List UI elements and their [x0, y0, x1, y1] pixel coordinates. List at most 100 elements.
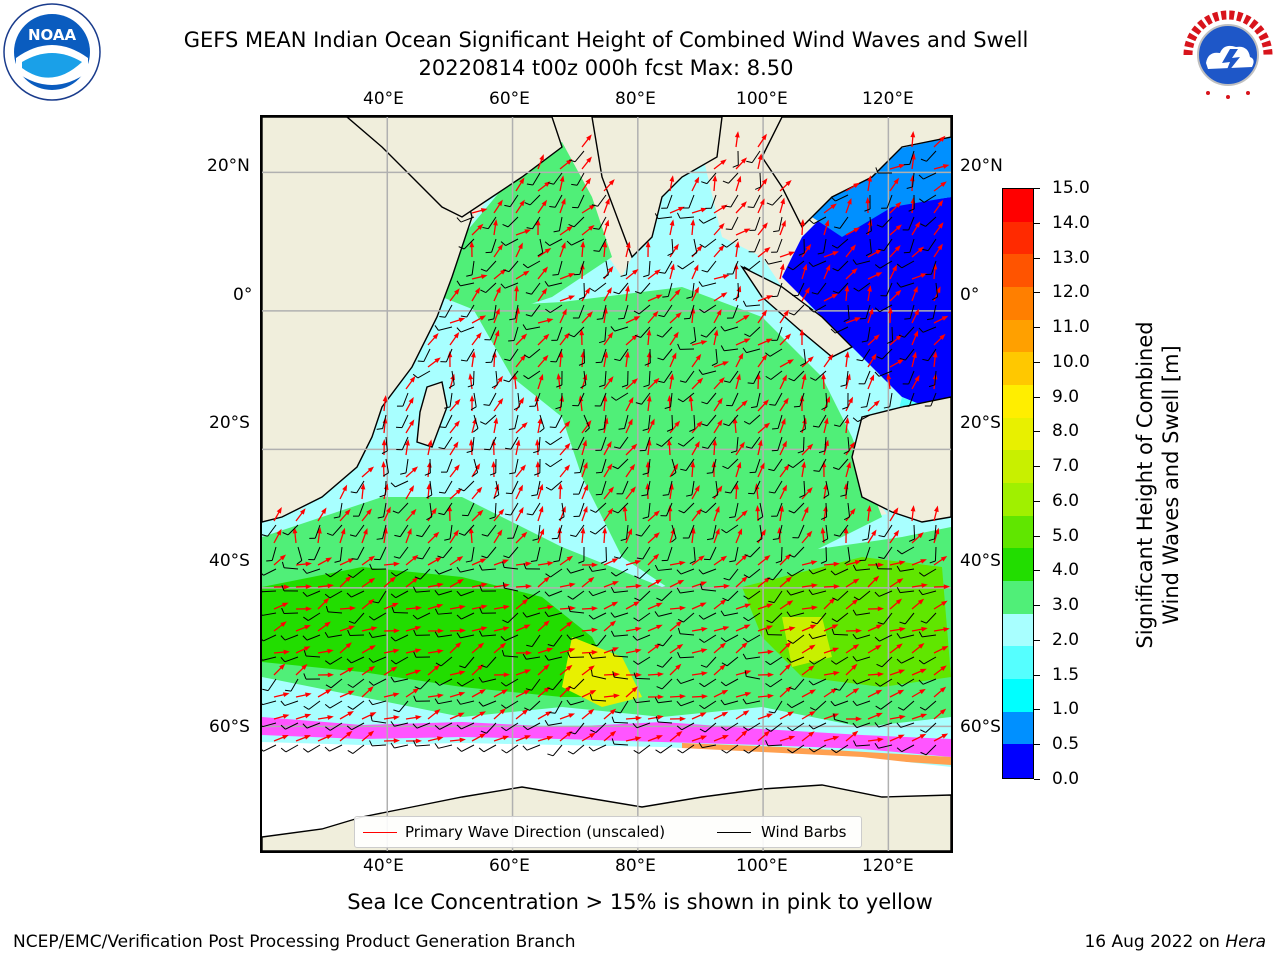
wind-barb	[925, 744, 937, 756]
wave-arrow-head	[688, 395, 694, 402]
wind-barb	[641, 392, 651, 405]
wind-barb-feather	[755, 186, 761, 190]
wave-arrow-head	[603, 351, 609, 358]
wind-barb-feather	[659, 271, 666, 274]
wind-barb-feather	[766, 619, 773, 624]
wave-arrow-head	[646, 395, 652, 402]
wind-barb-feather	[730, 450, 737, 454]
wind-barb	[593, 612, 607, 620]
wind-barb	[908, 216, 915, 231]
wave-arrow-head	[847, 197, 852, 205]
wave-arrow-head	[499, 708, 506, 715]
wind-barb-feather	[698, 369, 703, 375]
nws-logo	[1178, 5, 1278, 105]
wave-arrow-head	[669, 175, 675, 182]
wind-barb	[572, 744, 585, 755]
wind-barb	[932, 304, 937, 319]
wind-barb	[780, 546, 783, 562]
wind-barb	[372, 656, 387, 663]
wind-barb-feather	[655, 716, 659, 723]
wave-arrow-head	[741, 576, 748, 583]
wave-arrow-head	[825, 264, 831, 271]
wind-barb-feather	[896, 282, 902, 288]
wind-barb	[891, 326, 894, 342]
wave-arrow-head	[408, 396, 414, 404]
wind-barb-feather	[612, 510, 619, 514]
wind-barb	[901, 656, 915, 664]
wind-barb	[592, 656, 607, 659]
wave-arrow-head	[734, 131, 740, 138]
colorbar-segment	[1003, 744, 1033, 778]
wave-arrow-head	[347, 558, 355, 564]
wind-barb	[460, 590, 475, 597]
wind-barb	[635, 677, 651, 680]
wave-arrow-head	[700, 648, 708, 653]
wave-arrow-head	[340, 527, 346, 535]
wind-barb-feather	[262, 573, 264, 576]
wind-barb-feather	[480, 730, 487, 734]
wind-barb	[638, 744, 651, 754]
wave-arrow-head	[304, 735, 311, 740]
wind-barb-feather	[368, 632, 373, 638]
wind-barb	[306, 568, 321, 574]
wind-barb	[460, 700, 475, 705]
wind-barb-feather	[686, 296, 693, 299]
colorbar-tick-mark	[1034, 188, 1040, 189]
colorbar-tick-label: 9.0	[1052, 386, 1080, 407]
wind-barb	[372, 634, 387, 638]
wind-barb	[619, 348, 629, 361]
wave-arrow-head	[886, 373, 892, 380]
colorbar-tick-mark	[1034, 779, 1040, 780]
wind-barb-feather	[656, 597, 663, 602]
wind-barb	[688, 194, 695, 209]
wave-arrow-head	[701, 671, 708, 676]
wind-barb	[751, 150, 761, 163]
wind-barb-feather	[534, 472, 541, 476]
wave-arrow-head	[673, 331, 679, 339]
wave-arrow-head	[942, 164, 950, 169]
wind-barb	[802, 436, 805, 452]
wave-arrow-head	[698, 555, 705, 561]
wind-barb-feather	[831, 618, 838, 623]
arabia-coast	[345, 117, 563, 218]
wind-barb	[664, 260, 673, 274]
wave-arrow-head	[385, 506, 391, 514]
wind-barb-feather	[830, 328, 836, 334]
wave-arrow-head	[809, 710, 816, 717]
wind-barb-feather	[620, 274, 627, 277]
wind-barb	[748, 744, 761, 754]
wind-barb-feather	[852, 564, 857, 571]
wind-barb-feather	[700, 334, 707, 338]
left-tick-60s: 60°S	[209, 717, 250, 737]
wind-barb	[398, 502, 409, 514]
wave-arrow-head	[865, 197, 871, 204]
wave-arrow-head	[543, 576, 550, 583]
wave-arrow-head	[412, 554, 419, 561]
wave-arrow-head	[367, 686, 374, 693]
wind-barb-feather	[919, 198, 925, 203]
wind-barb-feather	[280, 724, 286, 730]
wind-barb-feather	[502, 619, 509, 624]
wave-arrow-head	[757, 439, 763, 446]
wind-barb	[869, 216, 872, 231]
wave-arrow-head	[743, 338, 751, 344]
wind-barb-feather	[618, 317, 625, 320]
colorbar-tick-mark	[1034, 535, 1040, 537]
wave-arrow-head	[700, 340, 708, 345]
wind-barb-feather	[721, 243, 727, 248]
wind-barb	[668, 480, 673, 495]
wind-barb-feather	[531, 494, 538, 497]
wave-arrow-head	[785, 576, 793, 583]
wind-barb-feather	[620, 538, 627, 541]
wind-barb	[510, 436, 519, 450]
wind-barb-feather	[556, 384, 563, 388]
wind-barb	[438, 700, 453, 705]
wind-barb	[755, 458, 761, 473]
wind-barb-feather	[786, 657, 792, 663]
wave-arrow-head	[433, 664, 441, 671]
wind-barb-feather	[720, 637, 727, 643]
wind-barb	[706, 326, 717, 338]
wind-barb	[922, 678, 937, 685]
wave-arrow-head	[518, 484, 523, 492]
wave-arrow-head	[327, 648, 334, 654]
